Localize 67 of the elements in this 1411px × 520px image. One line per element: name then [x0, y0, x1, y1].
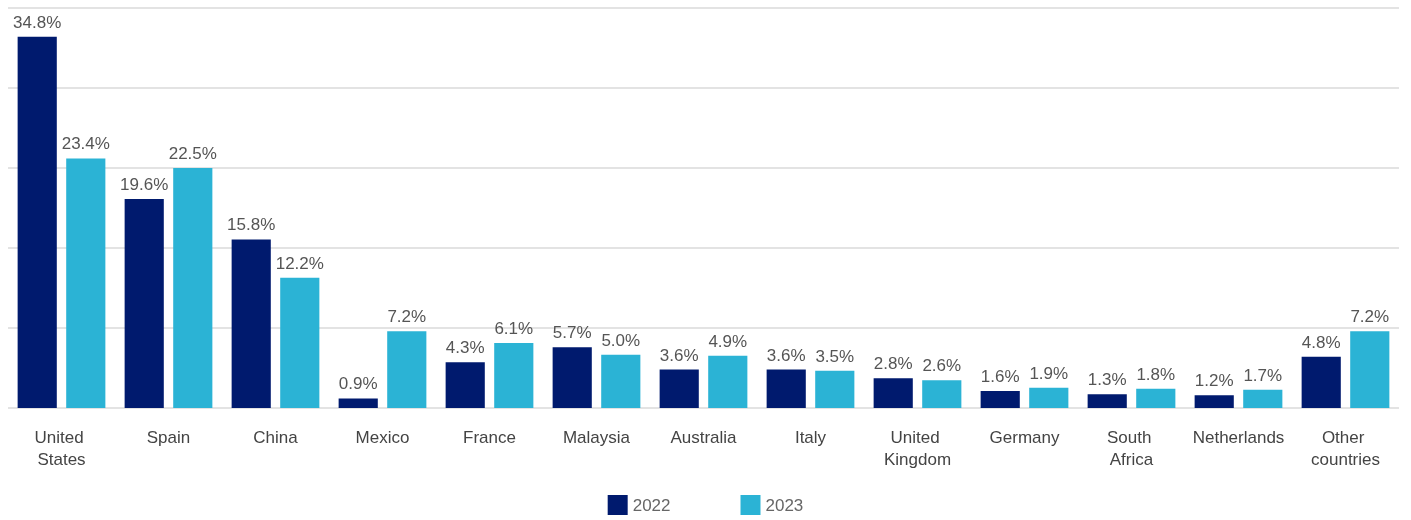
data-label: 7.2%: [387, 307, 427, 327]
data-label: 4.8%: [1301, 332, 1341, 352]
data-label: 1.7%: [1243, 365, 1283, 385]
data-label: 1.2%: [1194, 371, 1234, 391]
data-label: 12.2%: [275, 253, 324, 273]
bar: [815, 370, 855, 408]
data-label: 15.8%: [227, 215, 276, 235]
data-label: 23.4%: [61, 134, 110, 154]
bar: [873, 378, 913, 408]
data-label: 5.7%: [552, 323, 592, 343]
bar: [1136, 388, 1176, 408]
bar: [1029, 387, 1069, 408]
data-label: 1.3%: [1087, 370, 1127, 390]
x-tick-label: South Africa: [1106, 427, 1157, 469]
x-tick-label: United States: [34, 427, 89, 469]
x-tick-label: Malaysia: [562, 427, 631, 447]
bar: [922, 380, 962, 408]
data-label: 22.5%: [168, 144, 217, 163]
data-label: 4.9%: [708, 331, 748, 351]
bar: [1087, 394, 1127, 408]
data-label: 2.8%: [873, 354, 913, 374]
bar: [280, 277, 320, 408]
data-label: 4.3%: [445, 338, 485, 358]
bar: [601, 354, 641, 408]
bar: [445, 362, 485, 408]
x-tick-label: Italy: [794, 427, 827, 447]
bar: [231, 239, 271, 408]
data-label: 19.6%: [120, 174, 169, 194]
bar: [1243, 389, 1283, 408]
legend-label: 2023: [765, 495, 804, 515]
data-label: 6.1%: [494, 318, 534, 338]
data-label: 34.8%: [13, 12, 62, 32]
data-label: 3.6%: [659, 345, 699, 365]
data-label: 1.6%: [980, 366, 1020, 386]
bar: [659, 369, 699, 408]
x-tick-label: Other countries: [1311, 427, 1380, 469]
bar: [66, 158, 106, 408]
data-label: 3.6%: [766, 345, 806, 365]
bar: [552, 347, 592, 408]
data-label: 1.8%: [1136, 364, 1176, 384]
x-tick-label: China: [253, 427, 299, 447]
x-tick-label: France: [463, 427, 516, 447]
data-label: 2.6%: [922, 356, 962, 376]
bar: [1194, 395, 1234, 408]
bar: [766, 369, 806, 408]
bar: [173, 168, 213, 408]
legend-label: 2022: [632, 495, 671, 515]
bar: [494, 342, 534, 408]
bar: [1301, 356, 1341, 408]
x-tick-label: United Kingdom: [883, 427, 952, 469]
bar: [708, 355, 748, 408]
x-tick-label: Germany: [989, 427, 1060, 447]
bar: [980, 390, 1020, 408]
data-label: 7.2%: [1350, 307, 1390, 327]
bar: [387, 331, 427, 408]
bar: [17, 36, 57, 408]
x-tick-label: Netherlands: [1192, 427, 1285, 447]
data-label: 3.5%: [815, 346, 855, 366]
x-tick-label: Australia: [670, 427, 738, 447]
bar: [1350, 331, 1390, 408]
bar: [124, 198, 164, 408]
data-label: 0.9%: [338, 374, 378, 394]
bar: [338, 398, 378, 408]
x-tick-label: Spain: [146, 427, 191, 447]
data-label: 5.0%: [601, 330, 641, 350]
x-tick-label: Mexico: [355, 427, 410, 447]
data-label: 1.9%: [1029, 363, 1069, 383]
